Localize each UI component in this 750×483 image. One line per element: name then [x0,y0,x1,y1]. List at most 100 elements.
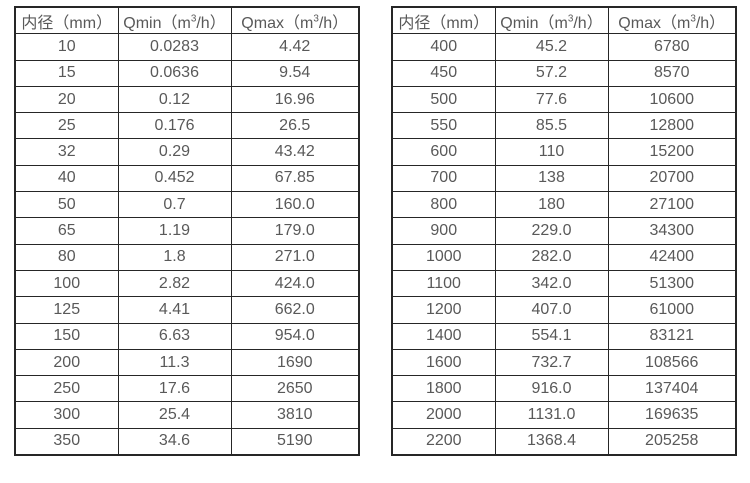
qmax-label-suffix: /h） [318,14,349,32]
table-row: 65 1.19 179.0 [14,217,360,245]
table-cell: 4.41 [117,296,232,324]
table-row: 40 0.452 67.85 [14,164,360,193]
table-cell: 15200 [607,138,737,166]
table-cell: 25.4 [117,401,232,429]
table-cell: 662.0 [230,296,360,324]
table-row: 250 17.6 2650 [14,375,360,403]
table-cell: 6.63 [117,322,232,350]
table-row: 1100 342.0 51300 [391,269,737,298]
table-cell: 1368.4 [494,427,609,456]
table-cell: 1400 [391,322,496,350]
flow-table-small-diameters: 内径（mm） Qmin（m3/h） Qmax（m3/h） 10 0.0283 4.4… [14,6,360,457]
table-cell: 25 [14,112,119,140]
qmin-label-prefix: Qmin（m [500,14,568,32]
table-header: 内径（mm） Qmin（m3/h） Qmax（m3/h） [391,6,737,35]
table-cell: 137404 [607,375,737,403]
table-cell: 954.0 [230,322,360,350]
table-cell: 65 [14,217,119,245]
qmax-label-suffix: /h） [695,14,726,32]
table-cell: 1131.0 [494,401,609,429]
table-cell: 138 [494,164,609,193]
table-cell: 51300 [607,269,737,298]
table-cell: 407.0 [494,296,609,324]
table-cell: 1.8 [117,243,232,271]
table-row: 900 229.0 34300 [391,217,737,245]
table-cell: 800 [391,191,496,219]
header-row: 内径（mm） Qmin（m3/h） Qmax（m3/h） [391,6,737,35]
table-row: 125 4.41 662.0 [14,296,360,324]
table-row: 50 0.7 160.0 [14,191,360,219]
table-body: 10 0.0283 4.42 15 0.0636 9.54 20 0.12 16.96 25 0.1… [14,33,360,456]
table-cell: 40 [14,164,119,193]
table-cell: 12800 [607,112,737,140]
table-cell: 732.7 [494,348,609,377]
table-row: 800 180 27100 [391,191,737,219]
table-cell: 205258 [607,427,737,456]
table-row: 10 0.0283 4.42 [14,33,360,61]
table-cell: 57.2 [494,59,609,87]
table-cell: 3810 [230,401,360,429]
table-cell: 400 [391,33,496,61]
qmin-superscript: 3 [190,13,197,25]
table-cell: 2650 [230,375,360,403]
table-row: 100 2.82 424.0 [14,269,360,298]
table-cell: 0.7 [117,191,232,219]
qmin-label-prefix: Qmin（m [123,14,191,32]
table-cell: 10600 [607,85,737,114]
table-cell: 8570 [607,59,737,87]
col-header-qmax: Qmax（m3/h） [230,6,360,35]
table-cell: 229.0 [494,217,609,245]
table-cell: 169635 [607,401,737,429]
table-row: 32 0.29 43.42 [14,138,360,166]
table-cell: 271.0 [230,243,360,271]
table-cell: 6780 [607,33,737,61]
col-header-qmin: Qmin（m3/h） [494,6,609,35]
qmin-superscript: 3 [567,13,574,25]
table-cell: 900 [391,217,496,245]
table-row: 700 138 20700 [391,164,737,193]
table-row: 2000 1131.0 169635 [391,401,737,429]
table-cell: 2200 [391,427,496,456]
table-cell: 11.3 [117,348,232,377]
table-row: 350 34.6 5190 [14,427,360,456]
table-cell: 27100 [607,191,737,219]
table-cell: 32 [14,138,119,166]
table-cell: 5190 [230,427,360,456]
table-cell: 450 [391,59,496,87]
table-cell: 125 [14,296,119,324]
table-cell: 2000 [391,401,496,429]
table-cell: 180 [494,191,609,219]
table-cell: 0.0636 [117,59,232,87]
table-cell: 179.0 [230,217,360,245]
table-cell: 0.29 [117,138,232,166]
qmax-label-prefix: Qmax（m [241,14,314,32]
table-row: 600 110 15200 [391,138,737,166]
table-cell: 160.0 [230,191,360,219]
table-cell: 200 [14,348,119,377]
table-cell: 1.19 [117,217,232,245]
table-cell: 350 [14,427,119,456]
table-cell: 282.0 [494,243,609,271]
table-cell: 50 [14,191,119,219]
table-cell: 20 [14,85,119,114]
table-cell: 100 [14,269,119,298]
table-cell: 34300 [607,217,737,245]
table-cell: 61000 [607,296,737,324]
table-cell: 26.5 [230,112,360,140]
table-cell: 554.1 [494,322,609,350]
col-header-qmin: Qmin（m3/h） [117,6,232,35]
table-row: 1000 282.0 42400 [391,243,737,271]
table-cell: 1200 [391,296,496,324]
flow-table-large-diameters: 内径（mm） Qmin（m3/h） Qmax（m3/h） 400 45.2 6780… [391,6,737,457]
table-row: 550 85.5 12800 [391,112,737,140]
col-header-qmax: Qmax（m3/h） [607,6,737,35]
table-cell: 67.85 [230,164,360,193]
table-cell: 16.96 [230,85,360,114]
table-row: 1800 916.0 137404 [391,375,737,403]
table-cell: 300 [14,401,119,429]
table-row: 1600 732.7 108566 [391,348,737,377]
table-cell: 110 [494,138,609,166]
table-cell: 77.6 [494,85,609,114]
table-cell: 2.82 [117,269,232,298]
table-row: 500 77.6 10600 [391,85,737,114]
